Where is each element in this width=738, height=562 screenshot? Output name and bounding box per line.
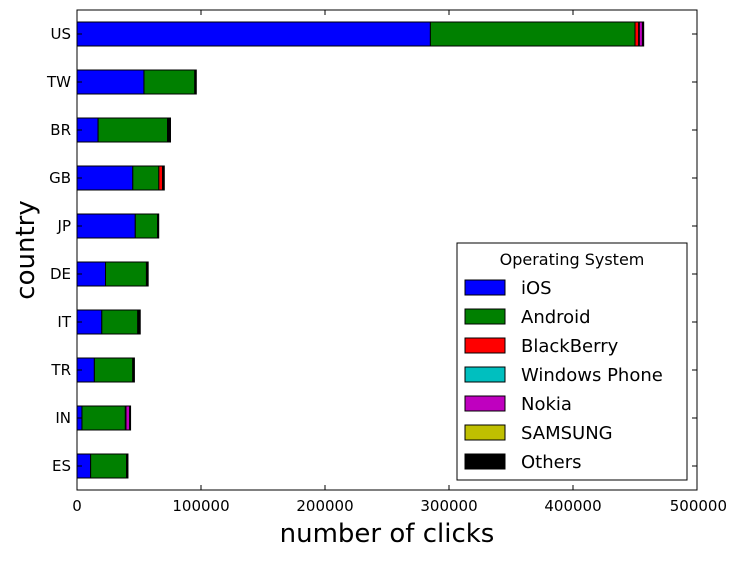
legend-label: SAMSUNG — [521, 423, 613, 444]
bar-tw-others — [196, 70, 197, 94]
legend-swatch-windows-phone — [465, 367, 505, 382]
bar-in-android — [82, 406, 125, 430]
bar-tw-android — [144, 70, 195, 94]
y-tick-label: BR — [50, 121, 71, 139]
bar-gb-others — [164, 166, 165, 190]
x-tick-label: 500000 — [670, 497, 727, 515]
legend-label: BlackBerry — [521, 336, 619, 357]
legend-frame — [457, 243, 687, 480]
bar-us-ios — [77, 22, 430, 46]
x-tick-label: 0 — [72, 497, 82, 515]
y-axis-title: country — [11, 200, 41, 299]
y-tick-label: ES — [52, 457, 71, 475]
y-tick-label: GB — [49, 169, 71, 187]
legend-swatch-nokia — [465, 396, 505, 411]
bar-us-android — [430, 22, 635, 46]
legend-title: Operating System — [500, 250, 645, 269]
bar-us-blackberry — [635, 22, 639, 46]
legend-swatch-android — [465, 309, 505, 324]
legend-swatch-others — [465, 454, 505, 469]
bar-in-others — [130, 406, 131, 430]
y-tick-label: TW — [46, 73, 71, 91]
legend-label: Others — [521, 452, 582, 473]
bar-es-others — [127, 454, 128, 478]
bar-us-others — [643, 22, 644, 46]
bar-tw-ios — [77, 70, 144, 94]
bar-br-others — [169, 118, 171, 142]
legend-swatch-samsung — [465, 425, 505, 440]
legend-label: Windows Phone — [521, 365, 663, 386]
x-tick-label: 100000 — [172, 497, 229, 515]
x-tick-label: 300000 — [420, 497, 477, 515]
x-axis-title: number of clicks — [280, 519, 495, 549]
bar-in-nokia — [126, 406, 130, 430]
x-tick-label: 200000 — [296, 497, 353, 515]
bar-de-android — [106, 262, 147, 286]
bar-gb-blackberry — [159, 166, 163, 190]
bar-it-android — [102, 310, 138, 334]
legend-swatch-ios — [465, 280, 505, 295]
bar-it-others — [139, 310, 140, 334]
legend-label: Nokia — [521, 394, 572, 415]
bar-gb-ios — [77, 166, 133, 190]
y-tick-label: IN — [55, 409, 71, 427]
y-tick-label: US — [50, 25, 71, 43]
legend-label: Android — [521, 307, 591, 328]
bar-gb-android — [133, 166, 159, 190]
legend-swatch-blackberry — [465, 338, 505, 353]
y-tick-label: DE — [50, 265, 71, 283]
legend-label: iOS — [521, 278, 552, 299]
y-tick-label: JP — [57, 217, 71, 235]
y-tick-label: TR — [50, 361, 71, 379]
bar-de-others — [147, 262, 148, 286]
x-tick-label: 400000 — [544, 497, 601, 515]
legend: Operating System iOS Android BlackBerry Win… — [457, 243, 687, 480]
bar-tr-others — [133, 358, 134, 382]
bar-br-android — [98, 118, 167, 142]
bar-tr-android — [94, 358, 132, 382]
bar-jp-android — [135, 214, 157, 238]
bar-es-android — [91, 454, 127, 478]
bar-jp-ios — [77, 214, 135, 238]
y-tick-label: IT — [57, 313, 71, 331]
